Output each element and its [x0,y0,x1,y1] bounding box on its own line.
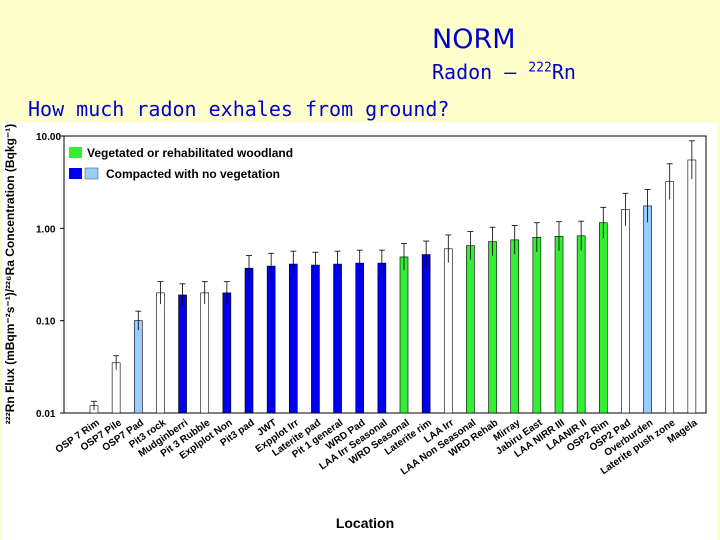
y-tick-label: 0.10 [36,317,56,328]
bar [311,264,320,414]
bar [598,222,608,414]
bar [178,294,187,414]
bar [643,205,652,414]
bar [288,263,298,414]
bar [421,254,431,414]
bar [554,235,564,414]
bar [510,239,520,414]
bar [266,265,276,414]
legend-label-compacted: Compacted with no vegetation [106,167,280,181]
y-axis-label: ²²²Rn Flux (mBqm⁻²s⁻¹)/²²⁶Ra Concentrati… [3,124,17,425]
legend-swatch-compacted-light [84,167,99,180]
legend-label-vegetated: Vegetated or rehabilitated woodland [87,146,293,160]
slide-title: NORM [432,24,516,55]
legend-swatch-compacted [69,168,82,179]
legend: Vegetated or rehabilitated woodland Comp… [69,146,293,181]
slide-question: How much radon exhales from ground? [28,97,450,121]
subtitle-isotope-number: 222 [528,60,552,76]
bar [244,267,254,414]
bar [333,263,342,414]
bar [443,248,453,414]
bar [200,292,210,414]
legend-swatch-vegetated [69,147,82,158]
bar [621,209,630,414]
y-tick-label: 0.01 [36,409,56,420]
bar [222,292,232,414]
bar [156,292,165,414]
bars [89,140,697,414]
bar [355,262,365,414]
y-axis-ticks: 10.00 1.00 0.10 0.01 [36,132,64,420]
slide-subtitle: Radon – 222Rn [432,60,576,84]
bar [532,236,542,414]
bar [399,256,409,414]
bar [488,241,497,414]
y-tick-label: 10.00 [36,132,61,143]
bar [111,362,121,414]
bar [576,235,586,414]
bar [665,181,675,414]
subtitle-prefix: Radon – [432,60,529,84]
bar [687,159,697,414]
subtitle-element: Rn [551,60,576,84]
y-tick-label: 1.00 [36,224,56,235]
bar [466,245,475,414]
bar [133,320,143,414]
x-axis-label: Location [336,515,394,531]
bar [377,262,387,414]
